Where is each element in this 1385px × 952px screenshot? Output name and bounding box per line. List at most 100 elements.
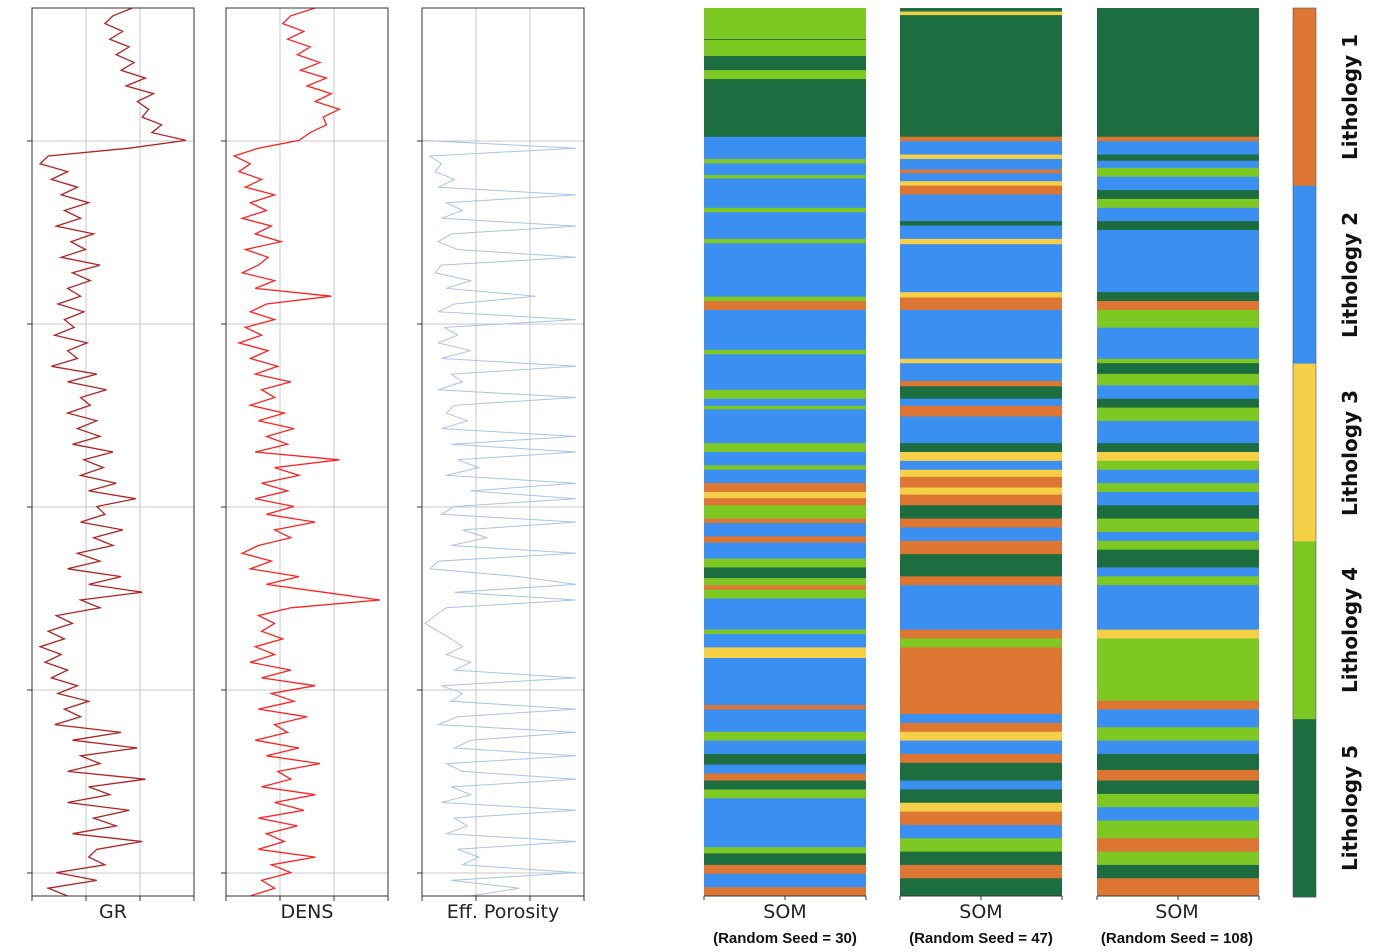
lithology-band bbox=[900, 194, 1062, 222]
lithology-band bbox=[900, 647, 1062, 715]
lithology-band bbox=[704, 811, 866, 848]
legend-label-3: Lithology 3 bbox=[1338, 390, 1362, 516]
lithology-band bbox=[704, 853, 866, 866]
lithology-band bbox=[1097, 469, 1259, 484]
lithology-band bbox=[1097, 864, 1259, 879]
lithology-band bbox=[900, 838, 1062, 852]
lithology-band bbox=[900, 487, 1062, 496]
lithology-band bbox=[900, 154, 1062, 160]
som-tracks bbox=[703, 8, 1260, 900]
lithology-band bbox=[900, 11, 1062, 16]
lithology-band bbox=[704, 764, 866, 774]
lithology-band bbox=[704, 163, 866, 176]
lithology-band bbox=[1097, 301, 1259, 311]
lithology-band bbox=[1097, 727, 1259, 741]
lithology-band bbox=[704, 505, 866, 519]
lithology-band bbox=[900, 386, 1062, 400]
lithology-band bbox=[704, 39, 866, 41]
lithology-band bbox=[1097, 851, 1259, 866]
lithology-band bbox=[704, 405, 866, 410]
lithology-band bbox=[704, 634, 866, 648]
lithology-band bbox=[704, 731, 866, 741]
lithology-band bbox=[1097, 518, 1259, 533]
lithology-band bbox=[900, 320, 1062, 360]
column-som-seed-30 bbox=[703, 8, 867, 900]
lithology-band bbox=[704, 598, 866, 630]
lithology-band bbox=[1097, 807, 1259, 821]
lithology-band bbox=[1097, 491, 1259, 506]
lithology-band bbox=[704, 558, 866, 568]
lithology-band bbox=[704, 296, 866, 302]
legend-label-2: Lithology 2 bbox=[1338, 212, 1362, 338]
lithology-band bbox=[900, 638, 1062, 648]
legend-label-1: Lithology 1 bbox=[1338, 34, 1362, 160]
lithology-band bbox=[1097, 793, 1259, 808]
lithology-band bbox=[900, 824, 1062, 839]
lithology-band bbox=[1097, 207, 1259, 222]
lithology-band bbox=[900, 740, 1062, 755]
legend-frame bbox=[1292, 7, 1317, 898]
lithology-band bbox=[1097, 398, 1259, 408]
lithology-band bbox=[900, 443, 1062, 453]
lithology-band bbox=[704, 207, 866, 213]
lithology-band bbox=[900, 8, 1062, 12]
track-frame-gr bbox=[31, 7, 195, 897]
lithology-band bbox=[900, 416, 1062, 444]
lithology-band bbox=[704, 567, 866, 579]
legend-swatch-3 bbox=[1293, 363, 1316, 542]
lithology-band bbox=[704, 658, 866, 706]
lithology-band bbox=[1097, 638, 1259, 653]
lithology-band bbox=[704, 465, 866, 471]
lithology-band bbox=[1097, 358, 1259, 364]
lithology-band bbox=[900, 405, 1062, 417]
lithology-band bbox=[900, 476, 1062, 488]
lithology-legend bbox=[1292, 7, 1317, 898]
track-eff-porosity bbox=[417, 7, 585, 901]
seed-label-47: (Random Seed = 47) bbox=[909, 930, 1053, 947]
seed-label-108: (Random Seed = 108) bbox=[1101, 930, 1253, 947]
lithology-band bbox=[900, 221, 1062, 226]
lithology-band bbox=[900, 527, 1062, 542]
curve-gr bbox=[38, 7, 187, 897]
lithology-band bbox=[704, 409, 866, 444]
xlabel-gr: GR bbox=[99, 901, 127, 923]
track-dens bbox=[221, 7, 389, 901]
lithology-band bbox=[704, 753, 866, 765]
lithology-band bbox=[1097, 176, 1259, 191]
lithology-band bbox=[1097, 141, 1259, 155]
lithology-band bbox=[1097, 8, 1259, 138]
lithology-band bbox=[1097, 576, 1259, 586]
lithology-band bbox=[1097, 373, 1259, 386]
lithology-band bbox=[704, 354, 866, 391]
column-som-seed-108 bbox=[1096, 8, 1260, 900]
lithology-band bbox=[900, 398, 1062, 407]
lithology-band bbox=[900, 158, 1062, 171]
lithology-band bbox=[900, 540, 1062, 555]
lithology-band bbox=[900, 460, 1062, 471]
lithology-band bbox=[704, 773, 866, 781]
lithology-band bbox=[1097, 460, 1259, 471]
lithology-band bbox=[900, 753, 1062, 764]
lithology-band bbox=[1097, 585, 1259, 630]
track-gr bbox=[27, 7, 195, 901]
xlabel-som-108: SOM bbox=[1155, 901, 1198, 923]
track-frame-dens bbox=[225, 7, 389, 897]
lithology-band bbox=[704, 864, 866, 875]
lithology-band bbox=[1097, 292, 1259, 302]
lithology-band bbox=[1097, 363, 1259, 375]
lithology-band bbox=[704, 629, 866, 635]
lithology-band bbox=[704, 452, 866, 466]
lithology-band bbox=[704, 740, 866, 755]
lithology-band bbox=[900, 518, 1062, 528]
lithology-band bbox=[704, 873, 866, 888]
lithology-band bbox=[704, 70, 866, 80]
lithology-band bbox=[900, 585, 1062, 630]
lithology-band bbox=[900, 851, 1062, 866]
lithology-band bbox=[704, 301, 866, 311]
log-tracks bbox=[27, 7, 585, 901]
lithology-band bbox=[900, 731, 1062, 741]
lithology-band bbox=[1097, 309, 1259, 329]
lithology-band bbox=[900, 563, 1062, 577]
lithology-band bbox=[1097, 651, 1259, 702]
